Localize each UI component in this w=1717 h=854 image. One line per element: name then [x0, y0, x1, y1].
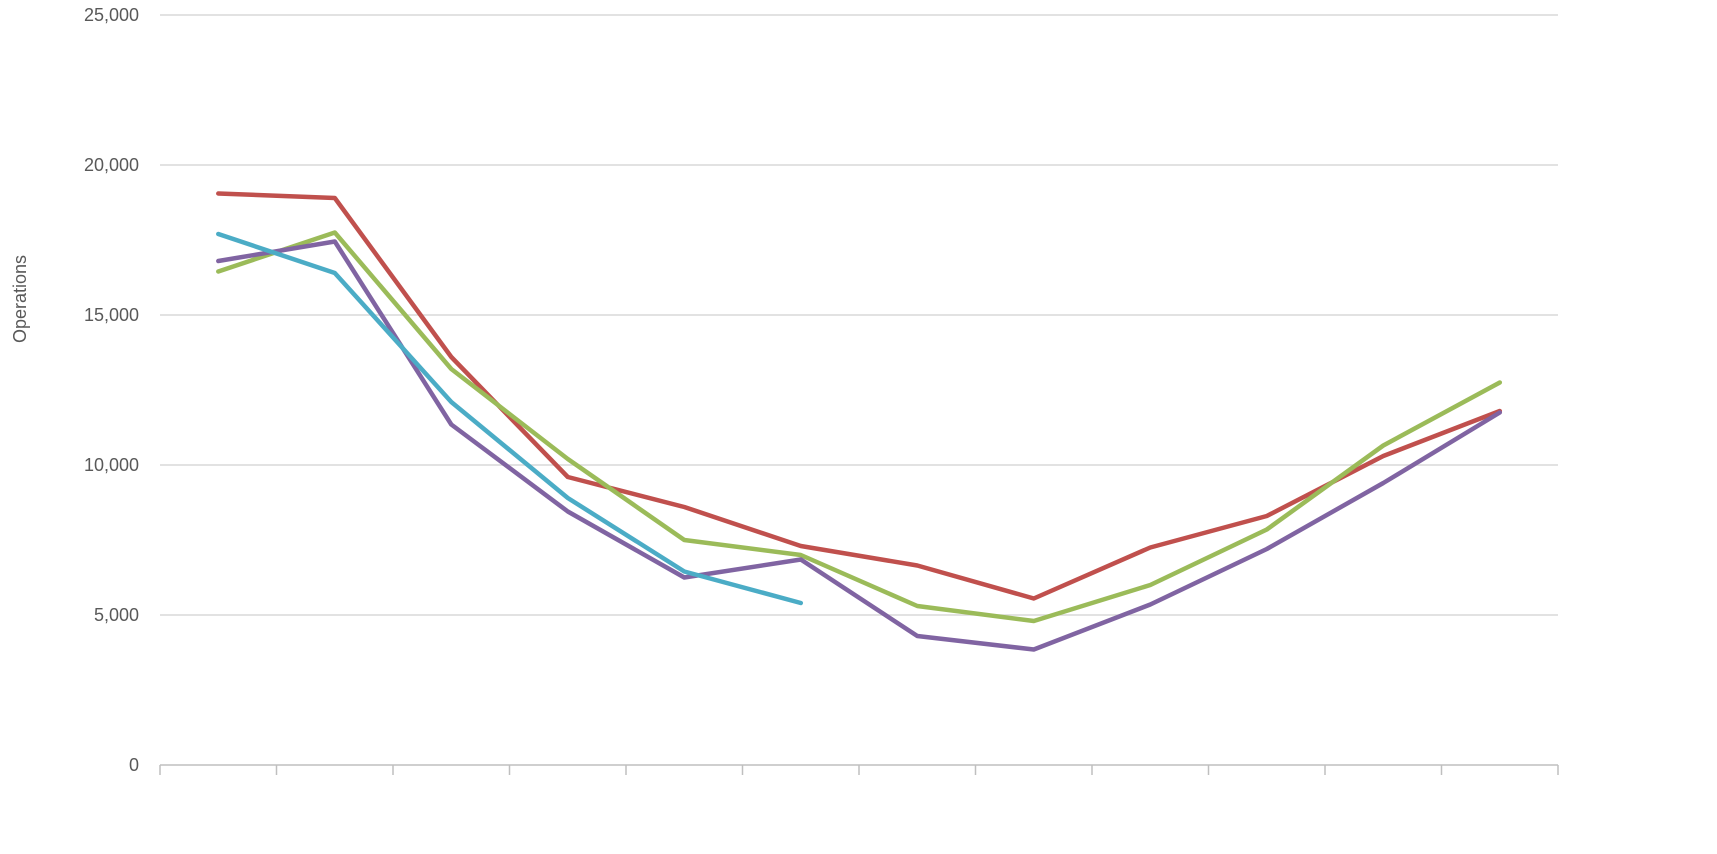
y-tick-label: 10,000	[84, 455, 139, 475]
y-axis: 0 5,000 10,000 15,000 20,000 25,000	[84, 5, 139, 775]
series-line-4	[216, 231, 804, 606]
y-axis-title: Operations	[10, 255, 30, 343]
y-tick-label: 0	[129, 755, 139, 775]
series-line-3	[216, 239, 1503, 652]
series-lines	[216, 191, 1503, 652]
gridlines	[160, 14, 1558, 616]
y-tick-label: 5,000	[94, 605, 139, 625]
x-axis	[159, 764, 1559, 775]
y-tick-label: 15,000	[84, 305, 139, 325]
y-tick-label: 20,000	[84, 155, 139, 175]
series-line-1	[216, 191, 1503, 601]
series-line-2	[216, 230, 1503, 624]
y-tick-label: 25,000	[84, 5, 139, 25]
